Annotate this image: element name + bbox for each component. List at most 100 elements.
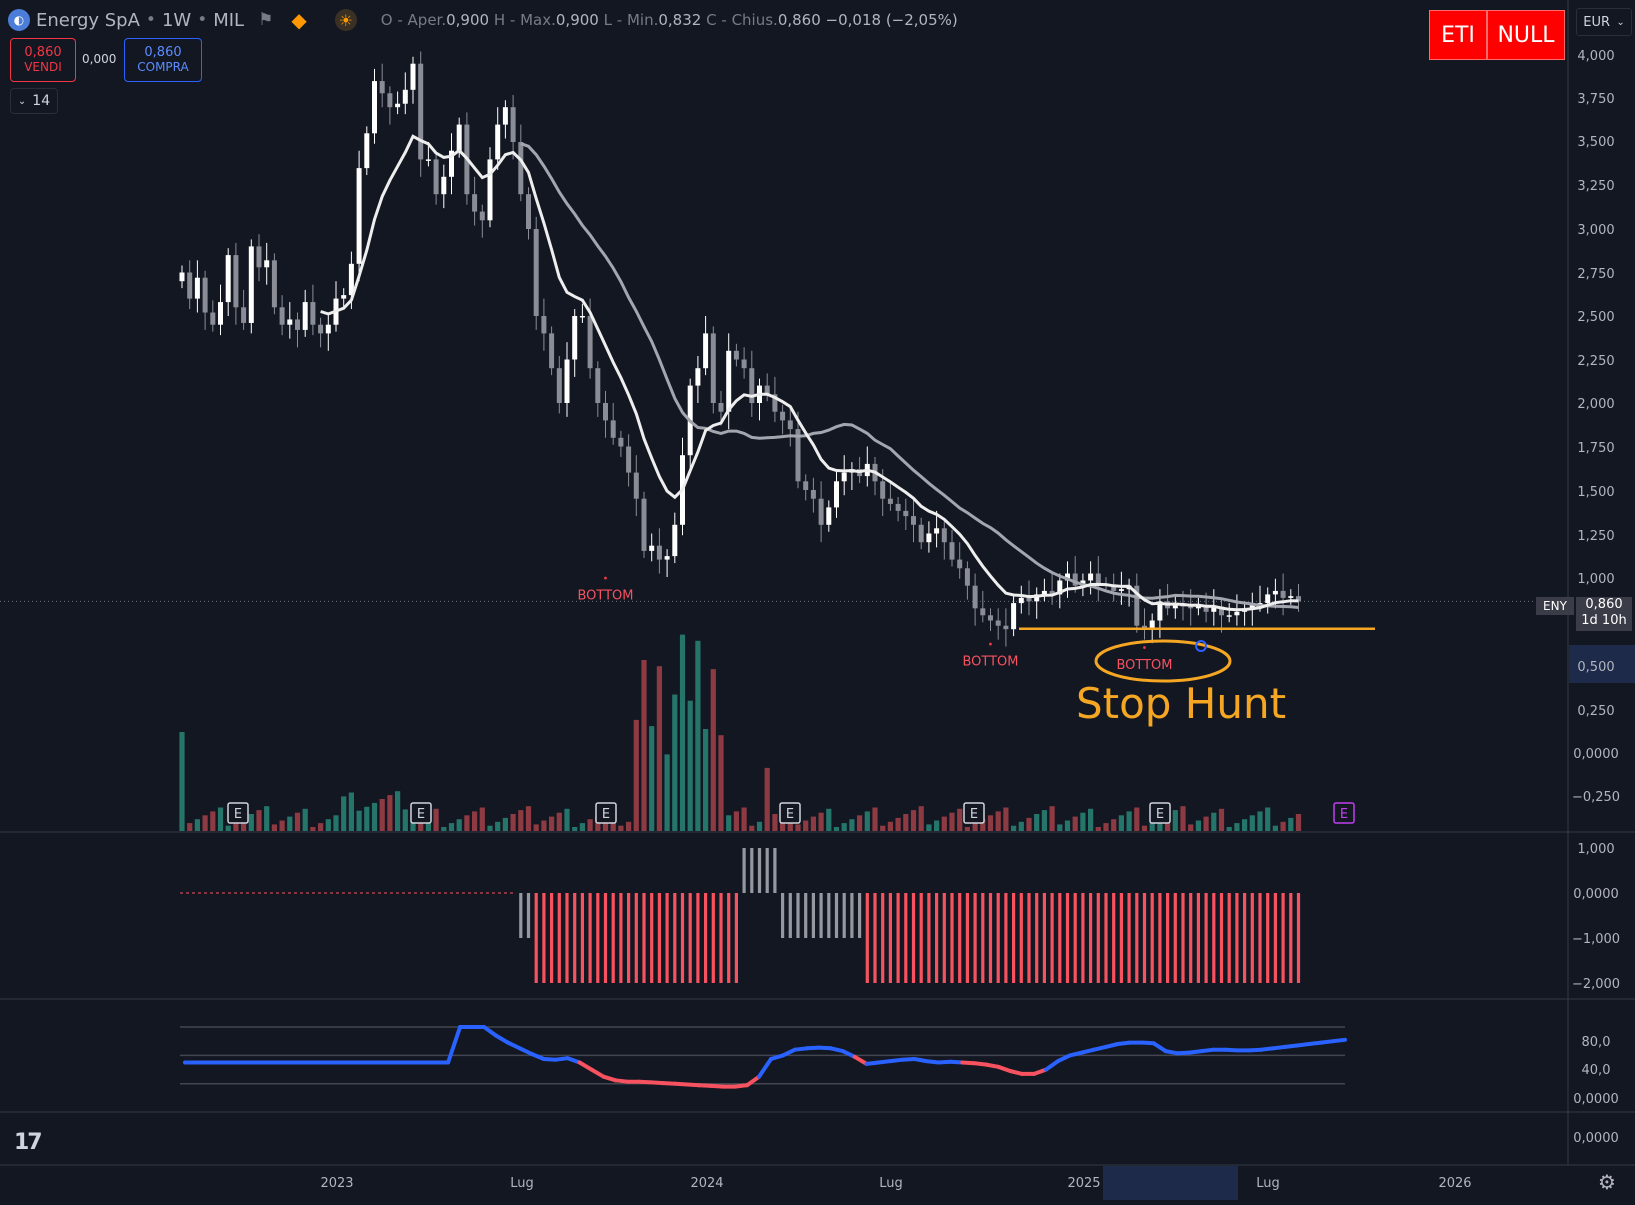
volume-bar bbox=[903, 814, 909, 831]
candle-body bbox=[733, 350, 739, 360]
candle-body bbox=[1149, 620, 1155, 630]
tradingview-logo-icon[interactable]: 17 bbox=[14, 1130, 43, 1155]
candle-body bbox=[1118, 589, 1124, 591]
histogram-bar bbox=[950, 893, 954, 983]
energy-logo-icon: ◐ bbox=[8, 9, 30, 31]
timeframe-toggle[interactable]: ⌄ 14 bbox=[10, 88, 58, 114]
oscillator-line-segment bbox=[697, 1083, 714, 1088]
earnings-marker bbox=[963, 802, 985, 824]
symbol-title[interactable]: Energy SpA bbox=[36, 9, 140, 31]
volume-bar bbox=[1265, 807, 1271, 831]
histogram-bar bbox=[773, 848, 777, 893]
oscillator-line-segment bbox=[577, 1060, 594, 1072]
oscillator-line-segment bbox=[1044, 1059, 1060, 1072]
candle-body bbox=[425, 159, 431, 161]
oscillator-line-segment bbox=[936, 1059, 953, 1065]
volume-bar bbox=[194, 819, 200, 831]
oscillator-line-segment bbox=[1331, 1037, 1347, 1044]
timeframe-value: 14 bbox=[32, 93, 51, 109]
volume-bar bbox=[187, 823, 193, 831]
histogram-bar bbox=[1281, 893, 1285, 983]
volume-bar bbox=[1249, 815, 1255, 831]
histogram-bar bbox=[1073, 893, 1077, 983]
candle-body bbox=[225, 255, 231, 303]
candle-body bbox=[302, 302, 308, 330]
diamond-icon[interactable]: ◆ bbox=[291, 8, 307, 32]
candle-body bbox=[1257, 603, 1263, 605]
sell-button[interactable]: 0,860 VENDI bbox=[10, 38, 76, 82]
bottom-pane-tick-label: 0,0000 bbox=[1573, 1131, 1619, 1146]
price-axis-tick-label: 1,500 bbox=[1577, 485, 1614, 500]
candle-body bbox=[949, 542, 955, 560]
sell-price: 0,860 bbox=[24, 45, 62, 60]
candle-body bbox=[934, 528, 940, 534]
gear-icon[interactable]: ⚙ bbox=[1598, 1170, 1616, 1194]
volume-bar bbox=[1049, 806, 1055, 831]
time-axis-tick-label: Lug bbox=[879, 1176, 903, 1191]
histogram-bar bbox=[1173, 893, 1177, 983]
volume-bar bbox=[448, 823, 455, 831]
chevron-down-icon: ⌄ bbox=[17, 95, 27, 107]
buy-button[interactable]: 0,860 COMPRA bbox=[124, 38, 202, 82]
candle-body bbox=[549, 333, 555, 369]
sun-icon[interactable]: ☀ bbox=[334, 9, 357, 31]
stop-hunt-text: Stop Hunt bbox=[1076, 679, 1286, 728]
histogram-bar bbox=[704, 893, 708, 983]
volume-bar bbox=[1041, 810, 1047, 831]
oscillator-line-segment bbox=[482, 1025, 498, 1038]
volume-bar bbox=[1134, 807, 1140, 831]
volume-bar bbox=[910, 810, 917, 831]
volume-bar bbox=[371, 802, 378, 831]
moving-average-slow bbox=[520, 142, 1299, 609]
price-axis-highlight bbox=[1569, 645, 1635, 683]
volume-bar bbox=[1072, 816, 1078, 831]
candle-body bbox=[418, 63, 424, 160]
candle-body bbox=[287, 319, 293, 325]
volume-bar bbox=[564, 808, 570, 831]
volume-bar bbox=[556, 812, 562, 831]
histogram-bar bbox=[935, 893, 939, 983]
volume-bar bbox=[633, 719, 639, 831]
histogram-bar bbox=[1019, 893, 1023, 983]
volume-bar bbox=[664, 754, 670, 831]
candle-body bbox=[526, 194, 531, 229]
volume-bar bbox=[294, 812, 301, 831]
candle-body bbox=[533, 229, 539, 316]
histogram-bar bbox=[965, 893, 969, 983]
candle-body bbox=[325, 324, 331, 334]
oscillator-line-segment bbox=[769, 1053, 785, 1061]
volume-bar bbox=[1157, 817, 1163, 831]
null-label: NULL bbox=[1487, 10, 1565, 60]
earnings-marker bbox=[1149, 802, 1171, 824]
candle-body bbox=[703, 333, 709, 369]
time-axis-tick-label: 2026 bbox=[1438, 1176, 1471, 1191]
volume-bar bbox=[672, 694, 678, 831]
bottom-marker-dot: • bbox=[988, 640, 994, 651]
candle-body bbox=[241, 307, 247, 323]
volume-bar bbox=[233, 821, 239, 831]
oscillator-line-segment bbox=[1199, 1047, 1216, 1054]
currency-selector[interactable]: EUR ⌄ bbox=[1576, 8, 1632, 36]
volume-bar bbox=[202, 815, 208, 831]
volume-bar bbox=[510, 814, 516, 831]
volume-bar bbox=[1188, 824, 1194, 831]
flag-icon[interactable]: ⚑ bbox=[258, 10, 274, 30]
volume-bar bbox=[1103, 823, 1109, 831]
interval-label[interactable]: 1W bbox=[161, 9, 192, 31]
oscillator-line-segment bbox=[517, 1046, 534, 1056]
candle-body bbox=[372, 81, 377, 134]
histogram-axis-tick-label: −2,000 bbox=[1572, 977, 1620, 992]
volume-bar bbox=[341, 796, 347, 831]
candle-body bbox=[410, 63, 416, 90]
volume-bar bbox=[1288, 817, 1294, 831]
candle-body bbox=[626, 446, 632, 473]
volume-bar bbox=[1141, 825, 1148, 831]
histogram-bar bbox=[1235, 893, 1239, 983]
volume-bar bbox=[264, 806, 270, 831]
exchange-label: MIL bbox=[213, 9, 245, 31]
histogram-bar bbox=[781, 893, 785, 938]
candle-body bbox=[310, 302, 316, 325]
